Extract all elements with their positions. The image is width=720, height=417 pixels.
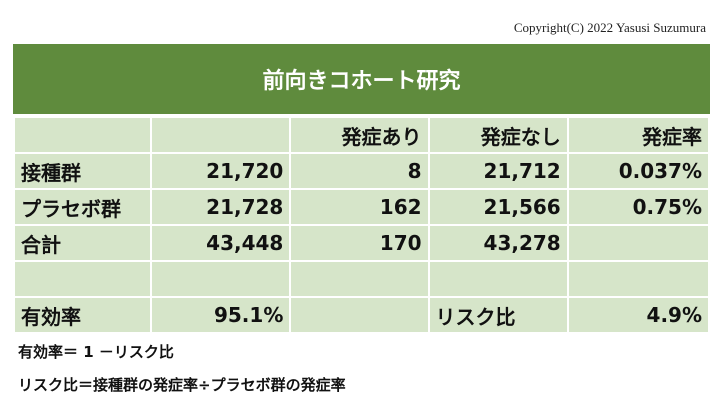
row-label: 有効率 <box>15 298 151 332</box>
table-cell: 0.75% <box>568 190 708 224</box>
table-cell: 8 <box>291 154 428 188</box>
note-efficacy-formula: 有効率＝ 1 －リスク比 <box>18 343 174 361</box>
header-cell: 発症あり <box>291 118 428 152</box>
table-cell: 21,720 <box>152 154 290 188</box>
row-label: プラセボ群 <box>15 190 151 224</box>
table-row: 合計 43,448 170 43,278 <box>15 226 708 260</box>
table-row: プラセボ群 21,728 162 21,566 0.75% <box>15 190 708 224</box>
header-cell: 発症なし <box>429 118 567 152</box>
row-label: 接種群 <box>15 154 151 188</box>
header-cell <box>152 118 290 152</box>
formula-notes: 有効率＝ 1 －リスク比 リスク比＝接種群の発症率÷プラセボ群の発症率 <box>18 344 346 410</box>
table-cell: 21,566 <box>429 190 567 224</box>
table-cell <box>568 262 708 296</box>
table-row: 有効率 95.1% リスク比 4.9% <box>15 298 708 332</box>
table-cell: 43,448 <box>152 226 290 260</box>
table-cell: 4.9% <box>568 298 708 332</box>
table-cell: 0.037% <box>568 154 708 188</box>
header-row: 発症あり 発症なし 発症率 <box>15 118 708 152</box>
table-row: 接種群 21,720 8 21,712 0.037% <box>15 154 708 188</box>
table-cell <box>291 262 428 296</box>
table-cell: リスク比 <box>429 298 567 332</box>
table-cell <box>291 298 428 332</box>
header-cell: 発症率 <box>568 118 708 152</box>
row-label: 合計 <box>15 226 151 260</box>
table-cell: 162 <box>291 190 428 224</box>
table-title: 前向きコホート研究 <box>13 44 710 114</box>
copyright-text: Copyright(C) 2022 Yasusi Suzumura <box>513 20 706 35</box>
table-cell: 43,278 <box>429 226 567 260</box>
table-cell: 170 <box>291 226 428 260</box>
table-cell: 95.1% <box>152 298 290 332</box>
table-cell: 21,728 <box>152 190 290 224</box>
row-label <box>15 262 151 296</box>
table-cell <box>152 262 290 296</box>
header-cell <box>15 118 151 152</box>
table-cell <box>429 262 567 296</box>
cohort-table: 発症あり 発症なし 発症率 接種群 21,720 8 21,712 0.037%… <box>13 116 710 334</box>
table-row <box>15 262 708 296</box>
note-risk-ratio-formula: リスク比＝接種群の発症率÷プラセボ群の発症率 <box>18 376 346 394</box>
table-cell <box>568 226 708 260</box>
table-cell: 21,712 <box>429 154 567 188</box>
